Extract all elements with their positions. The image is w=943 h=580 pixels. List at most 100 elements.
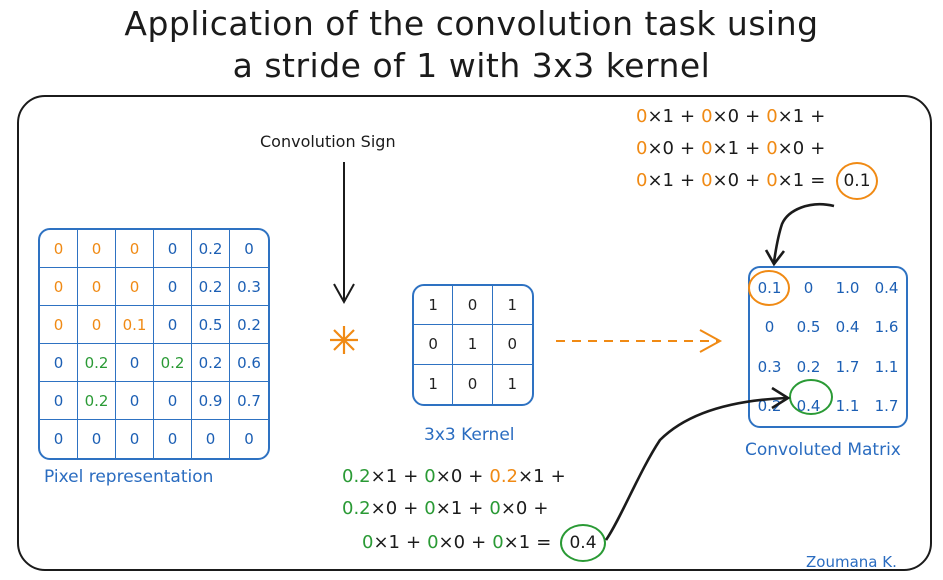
dashed-arrow bbox=[556, 329, 723, 353]
matrix-cell: 0 bbox=[116, 230, 154, 268]
matrix-cell: 0 bbox=[78, 420, 116, 458]
equation-token: + bbox=[468, 466, 484, 487]
matrix-cell: 0 bbox=[40, 420, 78, 458]
equation-token: 0.2 bbox=[342, 498, 371, 519]
matrix-cell: 1.7 bbox=[835, 357, 860, 376]
pixel-matrix: 0 0 0 0 0.2 0 0 0 0 0 0.2 0.3 0 0 0.1 0 0.5 0.2 0 0.2 0 0.2 0.… bbox=[38, 228, 270, 460]
equation-token: 0 bbox=[636, 170, 648, 191]
matrix-cell: 0.9 bbox=[192, 382, 230, 420]
target-cell-highlight bbox=[789, 379, 833, 415]
matrix-cell: 1 bbox=[414, 364, 454, 404]
matrix-cell: 0.6 bbox=[230, 344, 268, 382]
matrix-cell: 0 bbox=[230, 230, 268, 268]
equation-token: ×1 bbox=[435, 498, 463, 519]
equation-token: ×1 bbox=[518, 466, 545, 487]
matrix-cell: 0 bbox=[78, 230, 116, 268]
matrix-cell: 1.6 bbox=[874, 318, 899, 337]
matrix-cell: 0 bbox=[453, 364, 493, 404]
matrix-cell: 0.2 bbox=[796, 357, 821, 376]
matrix-cell: 0.5 bbox=[192, 306, 230, 344]
matrix-cell: 0.2 bbox=[154, 344, 192, 382]
equation-token: ×0 bbox=[712, 170, 740, 191]
equation-token: 0 bbox=[636, 106, 648, 127]
matrix-cell: 0 bbox=[764, 318, 775, 337]
kernel-label: 3x3 Kernel bbox=[424, 425, 515, 445]
matrix-cell: 0.2 bbox=[230, 306, 268, 344]
matrix-cell: 0 bbox=[116, 344, 154, 382]
convolution-star-icon bbox=[330, 326, 358, 354]
title-line-1: Application of the convolution task usin… bbox=[124, 4, 819, 43]
matrix-cell: 0.2 bbox=[78, 382, 116, 420]
equation-token: + bbox=[810, 138, 826, 159]
matrix-cell: 0 bbox=[78, 268, 116, 306]
matrix-cell: 0 bbox=[192, 420, 230, 458]
equation-token: + bbox=[745, 106, 761, 127]
convoluted-matrix-label: Convoluted Matrix bbox=[745, 440, 901, 460]
equation-token: + bbox=[745, 138, 761, 159]
pixel-representation-label: Pixel representation bbox=[44, 467, 214, 487]
bottom-result-circle: 0.4 bbox=[560, 524, 606, 562]
matrix-cell: 0 bbox=[40, 268, 78, 306]
equation-token: + bbox=[471, 532, 487, 553]
matrix-cell: 1 bbox=[414, 286, 454, 326]
matrix-cell: 0.7 bbox=[230, 382, 268, 420]
equation-token: + bbox=[550, 466, 566, 487]
equation-token: 0 bbox=[766, 170, 778, 191]
equation-token: ×1 bbox=[777, 170, 805, 191]
equation-token: + bbox=[468, 498, 484, 519]
matrix-cell: 0.2 bbox=[757, 397, 782, 416]
equation-token: 0 bbox=[492, 532, 504, 553]
matrix-cell: 0 bbox=[116, 268, 154, 306]
matrix-cell: 0.3 bbox=[757, 357, 782, 376]
matrix-cell: 0 bbox=[244, 430, 254, 448]
equation-token: ×1 bbox=[777, 106, 805, 127]
matrix-cell: 0 bbox=[154, 268, 192, 306]
equation-token: + bbox=[403, 498, 419, 519]
bottom-equation-line-1: 0.2×1 +0×0 +0.2×1 + bbox=[342, 466, 572, 487]
equation-token: ×0 bbox=[370, 498, 398, 519]
convolution-sign-arrow bbox=[333, 162, 355, 305]
matrix-cell: 0 bbox=[40, 344, 78, 382]
equation-token: 0 bbox=[766, 138, 778, 159]
equation-token: 0 bbox=[766, 106, 778, 127]
matrix-cell: 0.1 bbox=[116, 306, 154, 344]
top-equation-line-3: 0×1 +0×0 +0×1 = bbox=[636, 170, 831, 191]
equation-token: 0 bbox=[362, 532, 374, 553]
matrix-cell: 0 bbox=[78, 306, 116, 344]
matrix-cell: 0.4 bbox=[796, 397, 821, 416]
equation-token: ×1 bbox=[712, 138, 740, 159]
equation-token: ×1 bbox=[503, 532, 531, 553]
matrix-cell: 0 bbox=[414, 325, 454, 365]
equation-token: 0 bbox=[489, 498, 501, 519]
matrix-cell: 0 bbox=[154, 382, 192, 420]
matrix-cell: 0.1 bbox=[757, 278, 782, 297]
equation-token: 0 bbox=[427, 532, 439, 553]
equation-token: 0.2 bbox=[342, 466, 371, 487]
top-equation-line-1: 0×1 +0×0 +0×1 + bbox=[636, 106, 831, 127]
matrix-cell: 0.2 bbox=[192, 268, 230, 306]
matrix-cell: 0.4 bbox=[835, 318, 860, 337]
matrix-cell: 1 bbox=[507, 375, 518, 394]
equation-token: + bbox=[810, 106, 826, 127]
matrix-cell: 0 bbox=[154, 420, 192, 458]
equation-token: = bbox=[536, 532, 552, 553]
bottom-result-arrow bbox=[604, 386, 791, 541]
matrix-cell: 1 bbox=[453, 325, 493, 365]
convolution-sign-label: Convolution Sign bbox=[260, 132, 396, 151]
matrix-cell: 1.7 bbox=[874, 397, 899, 416]
equation-token: ×0 bbox=[712, 106, 740, 127]
equation-token: 0 bbox=[701, 138, 713, 159]
convoluted-matrix: 0.1 0 1.0 0.4 0 0.5 0.4 1.6 0.3 0.2 1.7 1.1 0.2 0.4 1.… bbox=[748, 266, 908, 428]
author-signature: Zoumana K. bbox=[806, 553, 897, 571]
equation-token: + bbox=[745, 170, 761, 191]
first-cell-highlight bbox=[748, 270, 790, 306]
matrix-cell: 0.2 bbox=[192, 230, 230, 268]
top-equation-line-2: 0×0 +0×1 +0×0 + bbox=[636, 138, 831, 159]
top-result-arrow bbox=[764, 202, 835, 267]
equation-token: ×0 bbox=[438, 532, 466, 553]
equation-token: + bbox=[680, 170, 696, 191]
matrix-cell: 1.0 bbox=[835, 278, 860, 297]
equation-token: ×0 bbox=[435, 466, 463, 487]
equation-token: + bbox=[680, 138, 696, 159]
